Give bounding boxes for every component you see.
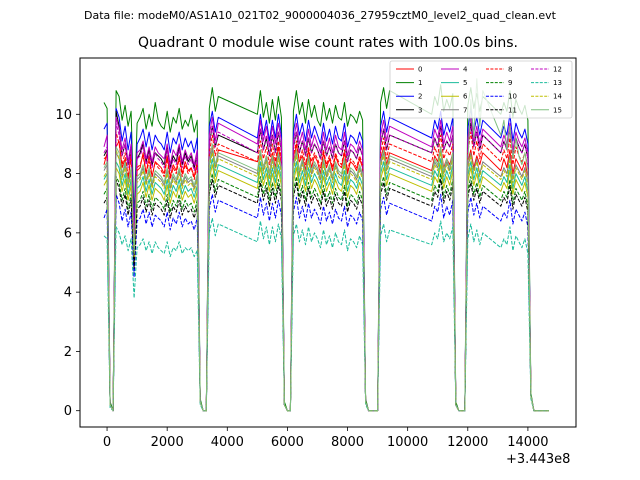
legend-label-8: 8 bbox=[508, 66, 512, 74]
legend-label-3: 3 bbox=[418, 106, 422, 114]
series-line-12 bbox=[103, 122, 549, 412]
y-tick-label: 8 bbox=[64, 167, 72, 182]
series-line-0 bbox=[103, 140, 549, 412]
x-tick-label: 12000 bbox=[447, 435, 488, 450]
legend-label-1: 1 bbox=[418, 79, 422, 87]
y-tick-label: 10 bbox=[55, 108, 72, 123]
y-tick-label: 4 bbox=[64, 286, 72, 301]
series-line-14 bbox=[103, 149, 549, 412]
x-tick-label: 4000 bbox=[211, 435, 244, 450]
legend-label-14: 14 bbox=[553, 93, 562, 101]
legend-label-2: 2 bbox=[418, 93, 422, 101]
series-layer bbox=[103, 78, 549, 412]
series-line-6 bbox=[103, 164, 549, 412]
legend-box bbox=[389, 60, 573, 119]
legend-label-11: 11 bbox=[508, 106, 517, 114]
series-line-13 bbox=[103, 217, 549, 412]
x-tick-label: 0 bbox=[103, 435, 111, 450]
x-tick-label: 14000 bbox=[507, 435, 548, 450]
plot-frame bbox=[79, 57, 577, 428]
y-tick-label: 0 bbox=[64, 404, 72, 419]
legend-label-0: 0 bbox=[418, 66, 422, 74]
figure-suptitle: Data file: modeM0/AS1A10_021T02_90000040… bbox=[84, 9, 556, 22]
x-offset-label: +3.443e8 bbox=[506, 452, 571, 467]
axis-layer: 0 2000 4000 6000 8000 10000 12000 14000 0 2 4 6 8 10 bbox=[55, 108, 548, 450]
series-line-11 bbox=[103, 179, 549, 412]
chart-title: Quadrant 0 module wise count rates with … bbox=[138, 35, 518, 51]
y-tick-label: 2 bbox=[64, 345, 72, 360]
x-tick-label: 6000 bbox=[271, 435, 304, 450]
legend-label-6: 6 bbox=[463, 93, 468, 101]
x-tick-label: 10000 bbox=[387, 435, 428, 450]
legend-label-4: 4 bbox=[463, 66, 468, 74]
legend-label-10: 10 bbox=[508, 93, 517, 101]
legend-label-7: 7 bbox=[463, 106, 467, 114]
legend-label-15: 15 bbox=[553, 106, 562, 114]
legend-label-9: 9 bbox=[508, 79, 512, 87]
series-line-10 bbox=[103, 193, 549, 412]
x-tick-label: 2000 bbox=[151, 435, 184, 450]
legend-label-12: 12 bbox=[553, 66, 562, 74]
legend-label-5: 5 bbox=[463, 79, 467, 87]
legend-label-13: 13 bbox=[553, 79, 562, 87]
y-tick-label: 6 bbox=[64, 226, 72, 241]
series-line-9 bbox=[103, 173, 549, 412]
x-tick-label: 8000 bbox=[331, 435, 364, 450]
series-line-4 bbox=[103, 116, 549, 412]
series-line-5 bbox=[103, 158, 549, 412]
series-line-7 bbox=[103, 149, 549, 412]
